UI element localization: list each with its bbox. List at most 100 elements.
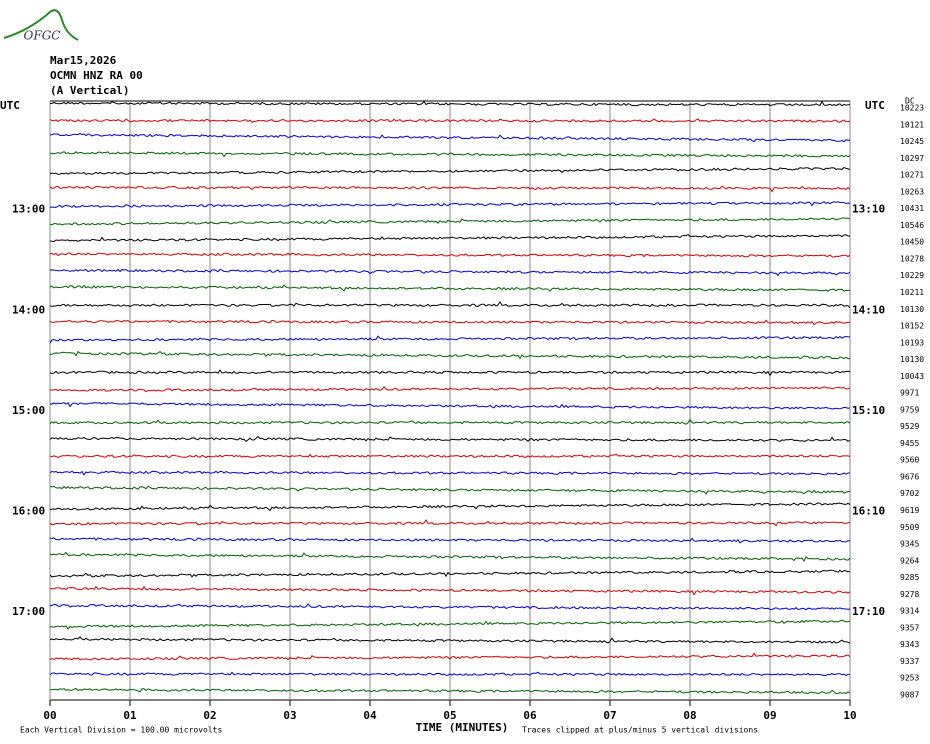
left-unit: UTC — [0, 99, 20, 112]
dc-value: 9337 — [900, 657, 919, 666]
right-unit: UTC — [865, 99, 885, 112]
trace — [49, 252, 851, 258]
trace — [49, 234, 851, 243]
trace — [49, 284, 851, 292]
trace — [49, 369, 851, 377]
trace — [49, 537, 851, 544]
header-date: Mar15,2026 — [50, 54, 117, 67]
dc-value: 10297 — [900, 154, 924, 163]
trace — [49, 300, 851, 309]
trace — [49, 418, 851, 425]
trace — [49, 687, 851, 695]
dc-value: 10223 — [900, 104, 924, 113]
trace — [49, 436, 851, 443]
trace — [49, 350, 851, 360]
trace — [49, 470, 850, 476]
trace — [49, 166, 851, 175]
dc-value: 9759 — [900, 405, 919, 414]
x-tick-label: 09 — [763, 709, 776, 722]
header-component: (A Vertical) — [50, 84, 129, 97]
trace — [49, 619, 851, 630]
x-axis-title: TIME (MINUTES) — [416, 721, 509, 734]
hour-label-right: 13:10 — [852, 203, 885, 216]
hour-label-right: 16:10 — [852, 505, 885, 518]
dc-value: 9314 — [900, 607, 919, 616]
dc-value: 9560 — [900, 456, 919, 465]
dc-value: 10152 — [900, 322, 924, 331]
dc-value: 9278 — [900, 590, 919, 599]
dc-value: 9455 — [900, 439, 919, 448]
dc-value: 9357 — [900, 623, 919, 632]
dc-value: 9264 — [900, 556, 919, 565]
hour-label-right: 15:10 — [852, 404, 885, 417]
dc-value: 9087 — [900, 691, 919, 700]
trace — [49, 201, 851, 209]
x-tick-label: 10 — [843, 709, 856, 722]
trace — [49, 217, 851, 226]
dc-value: 9529 — [900, 422, 919, 431]
trace — [49, 268, 851, 277]
trace — [49, 453, 851, 459]
trace — [49, 502, 851, 512]
dc-value: 10546 — [900, 221, 924, 230]
dc-value: 9702 — [900, 489, 919, 498]
x-tick-label: 01 — [123, 709, 137, 722]
x-tick-label: 05 — [443, 709, 456, 722]
dc-value: 10211 — [900, 288, 924, 297]
trace — [49, 335, 850, 344]
trace — [49, 185, 851, 193]
trace — [49, 401, 851, 410]
dc-value: 10263 — [900, 187, 924, 196]
x-tick-label: 07 — [603, 709, 616, 722]
dc-value: 10229 — [900, 271, 924, 280]
footnote-right: Traces clipped at plus/minus 5 vertical … — [522, 726, 758, 735]
trace — [49, 319, 850, 326]
dc-heading: DC — [905, 97, 915, 106]
dc-value: 10278 — [900, 254, 924, 263]
hour-label-left: 13:00 — [12, 203, 45, 216]
trace — [49, 636, 851, 644]
header-station: OCMN HNZ RA 00 — [50, 69, 143, 82]
logo-curve — [3, 9, 79, 41]
hour-label-right: 14:10 — [852, 303, 885, 316]
dc-value: 10245 — [900, 137, 924, 146]
logo-text: OFGC — [24, 29, 61, 43]
trace — [49, 569, 851, 578]
dc-value: 9619 — [900, 506, 919, 515]
dc-value: 10271 — [900, 171, 924, 180]
x-tick-label: 08 — [683, 709, 696, 722]
footnote-left: Each Vertical Division = 100.00 microvol… — [20, 726, 222, 735]
trace — [50, 132, 851, 143]
trace — [49, 585, 851, 596]
dc-value: 10130 — [900, 305, 924, 314]
x-tick-label: 04 — [363, 709, 377, 722]
dc-value: 9285 — [900, 573, 919, 582]
trace — [49, 118, 851, 124]
x-tick-label: 06 — [523, 709, 537, 722]
x-tick-label: 00 — [43, 709, 56, 722]
trace — [49, 603, 851, 611]
hour-label-right: 17:10 — [852, 605, 885, 618]
trace — [49, 671, 851, 677]
hour-label-left: 17:00 — [12, 605, 45, 618]
dc-value: 10193 — [900, 338, 924, 347]
trace — [49, 100, 850, 107]
dc-value: 10130 — [900, 355, 924, 364]
trace — [50, 386, 851, 393]
dc-value: 9971 — [900, 389, 919, 398]
dc-value: 10450 — [900, 238, 924, 247]
hour-label-left: 14:00 — [12, 303, 45, 316]
x-tick-label: 02 — [203, 709, 216, 722]
dc-value: 10043 — [900, 372, 924, 381]
x-tick-label: 03 — [283, 709, 296, 722]
dc-value: 9676 — [900, 472, 919, 481]
trace — [49, 551, 851, 562]
dc-value: 10121 — [900, 120, 924, 129]
hour-label-left: 15:00 — [12, 404, 45, 417]
trace — [49, 485, 851, 495]
dc-value: 9343 — [900, 640, 919, 649]
trace — [49, 652, 851, 661]
dc-value: 9345 — [900, 540, 919, 549]
